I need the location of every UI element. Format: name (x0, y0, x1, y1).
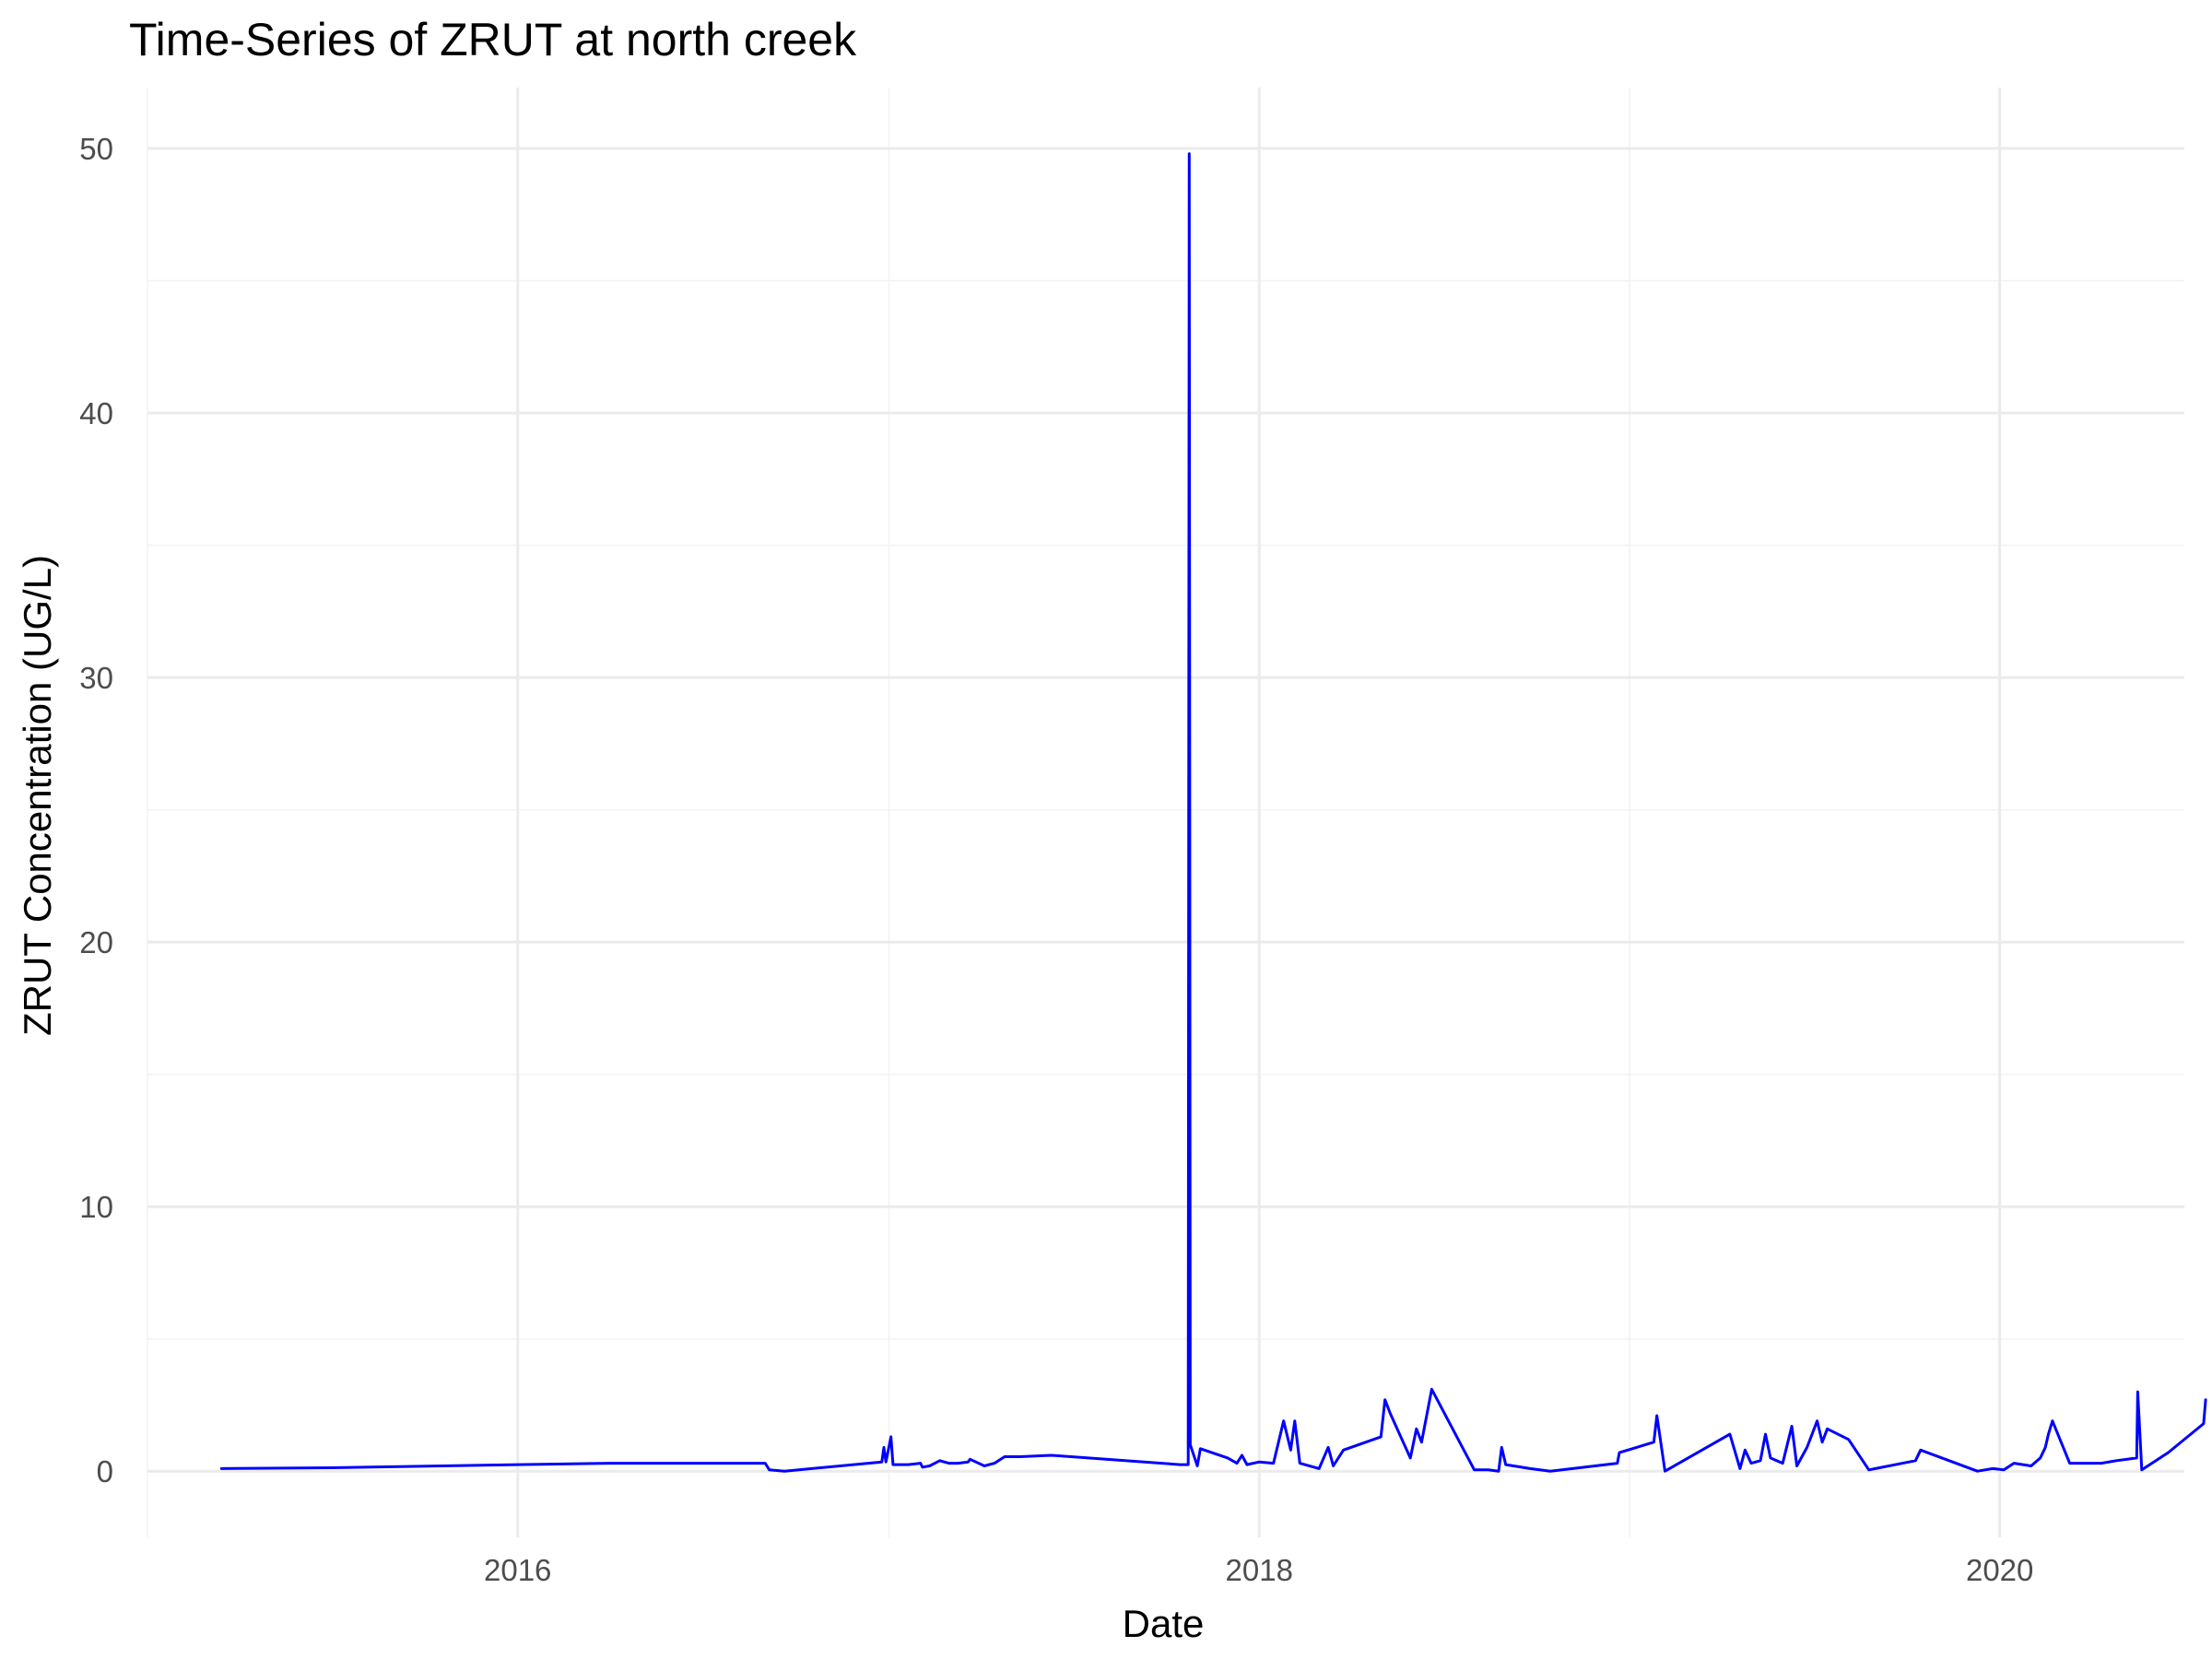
y-tick-label: 0 (97, 1454, 113, 1488)
x-axis-label: Date (1123, 1602, 1205, 1645)
y-tick-label: 10 (79, 1190, 113, 1224)
series-layer (219, 152, 2207, 1473)
x-tick-label: 2020 (1966, 1553, 2033, 1587)
x-tick-label: 2018 (1226, 1553, 1293, 1587)
y-axis-label: ZRUT Concentration (UG/L) (16, 555, 59, 1036)
y-tick-label: 30 (79, 661, 113, 695)
major-gridlines (147, 88, 2184, 1537)
y-tick-label: 50 (79, 132, 113, 166)
x-axis-ticks: 2016 2018 2020 (484, 1553, 2033, 1587)
y-tick-label: 20 (79, 925, 113, 959)
y-axis-ticks: 0 10 20 30 40 50 (79, 132, 113, 1488)
y-tick-label: 40 (79, 396, 113, 430)
x-tick-label: 2016 (484, 1553, 551, 1587)
chart-title: Time-Series of ZRUT at north creek (129, 14, 857, 65)
minor-gridlines (147, 88, 2184, 1537)
series-line-0 (219, 152, 2207, 1473)
